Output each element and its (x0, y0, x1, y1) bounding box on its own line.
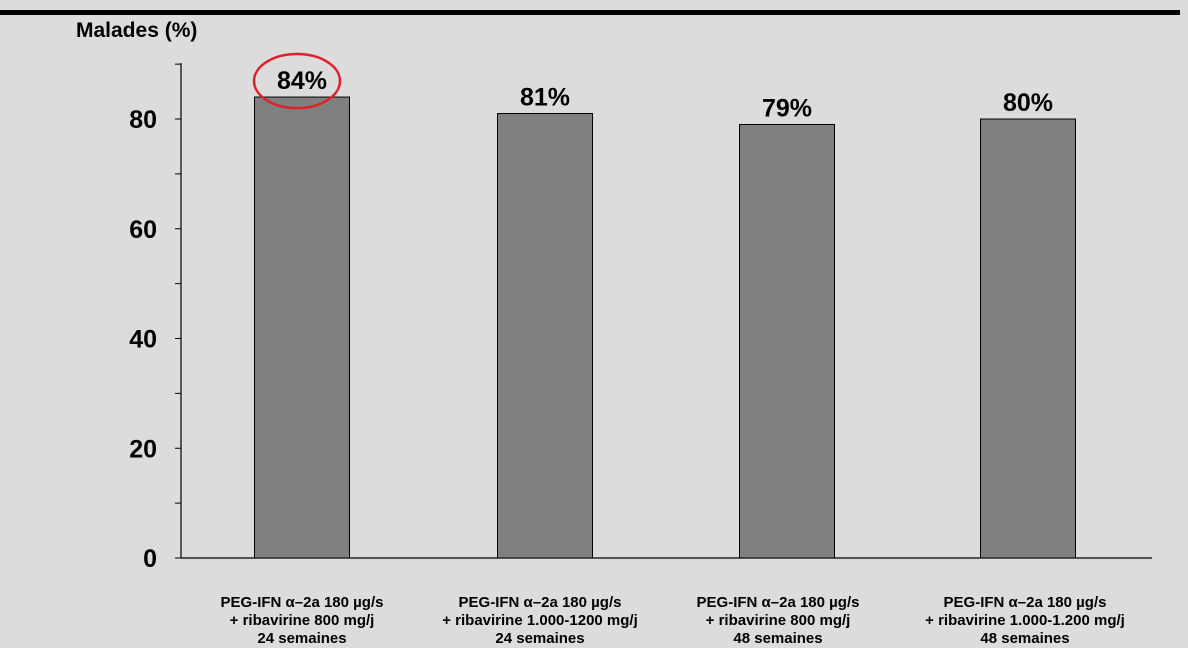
x-category-label-line: + ribavirine 1.000-1.200 mg/j (925, 612, 1125, 629)
x-category-label-line: + ribavirine 800 mg/j (706, 612, 851, 629)
y-axis-label: Malades (%) (76, 19, 197, 42)
bars (254, 96, 1076, 559)
x-category-label-line: PEG-IFN α–2a 180 µg/s (697, 594, 860, 611)
top-rule (0, 10, 1180, 15)
x-category-label-line: 48 semaines (980, 630, 1069, 647)
x-category-label: PEG-IFN α–2a 180 µg/s + ribavirine 1.000-… (442, 594, 638, 647)
x-category-labels: PEG-IFN α–2a 180 µg/s + ribavirine 800 mg… (221, 594, 1125, 647)
highlight (252, 52, 342, 110)
x-category-label-line: PEG-IFN α–2a 180 µg/s (221, 594, 384, 611)
bar (980, 118, 1076, 559)
x-category-label-line: + ribavirine 1.000-1200 mg/j (442, 612, 638, 629)
bar (254, 96, 350, 559)
x-category-label: PEG-IFN α–2a 180 µg/s + ribavirine 800 mg… (221, 594, 384, 647)
bar-value-label: 84% (277, 67, 327, 95)
bar (497, 113, 593, 559)
bar-value-label: 81% (520, 84, 570, 112)
x-category-label-line: 24 semaines (495, 630, 584, 647)
x-category-label-line: PEG-IFN α–2a 180 µg/s (944, 594, 1107, 611)
y-tick-label: 0 (143, 545, 157, 573)
bar-value-label: 80% (1003, 89, 1053, 117)
y-tick-label: 20 (129, 435, 157, 463)
bar-value-label: 79% (762, 94, 812, 122)
data-labels: 84% 81% 79% 80% (277, 67, 1053, 122)
x-category-label-line: 24 semaines (257, 630, 346, 647)
x-category-label: PEG-IFN α–2a 180 µg/s + ribavirine 1.000-… (925, 594, 1125, 647)
x-category-label: PEG-IFN α–2a 180 µg/s + ribavirine 800 mg… (697, 594, 860, 647)
highlight-circle (252, 52, 342, 110)
x-category-label-line: 48 semaines (733, 630, 822, 647)
x-category-label-line: PEG-IFN α–2a 180 µg/s (459, 594, 622, 611)
y-tick-label: 80 (129, 106, 157, 134)
y-tick-label: 40 (129, 326, 157, 354)
bar (739, 123, 835, 559)
x-category-label-line: + ribavirine 800 mg/j (230, 612, 375, 629)
y-tick-label: 60 (129, 216, 157, 244)
